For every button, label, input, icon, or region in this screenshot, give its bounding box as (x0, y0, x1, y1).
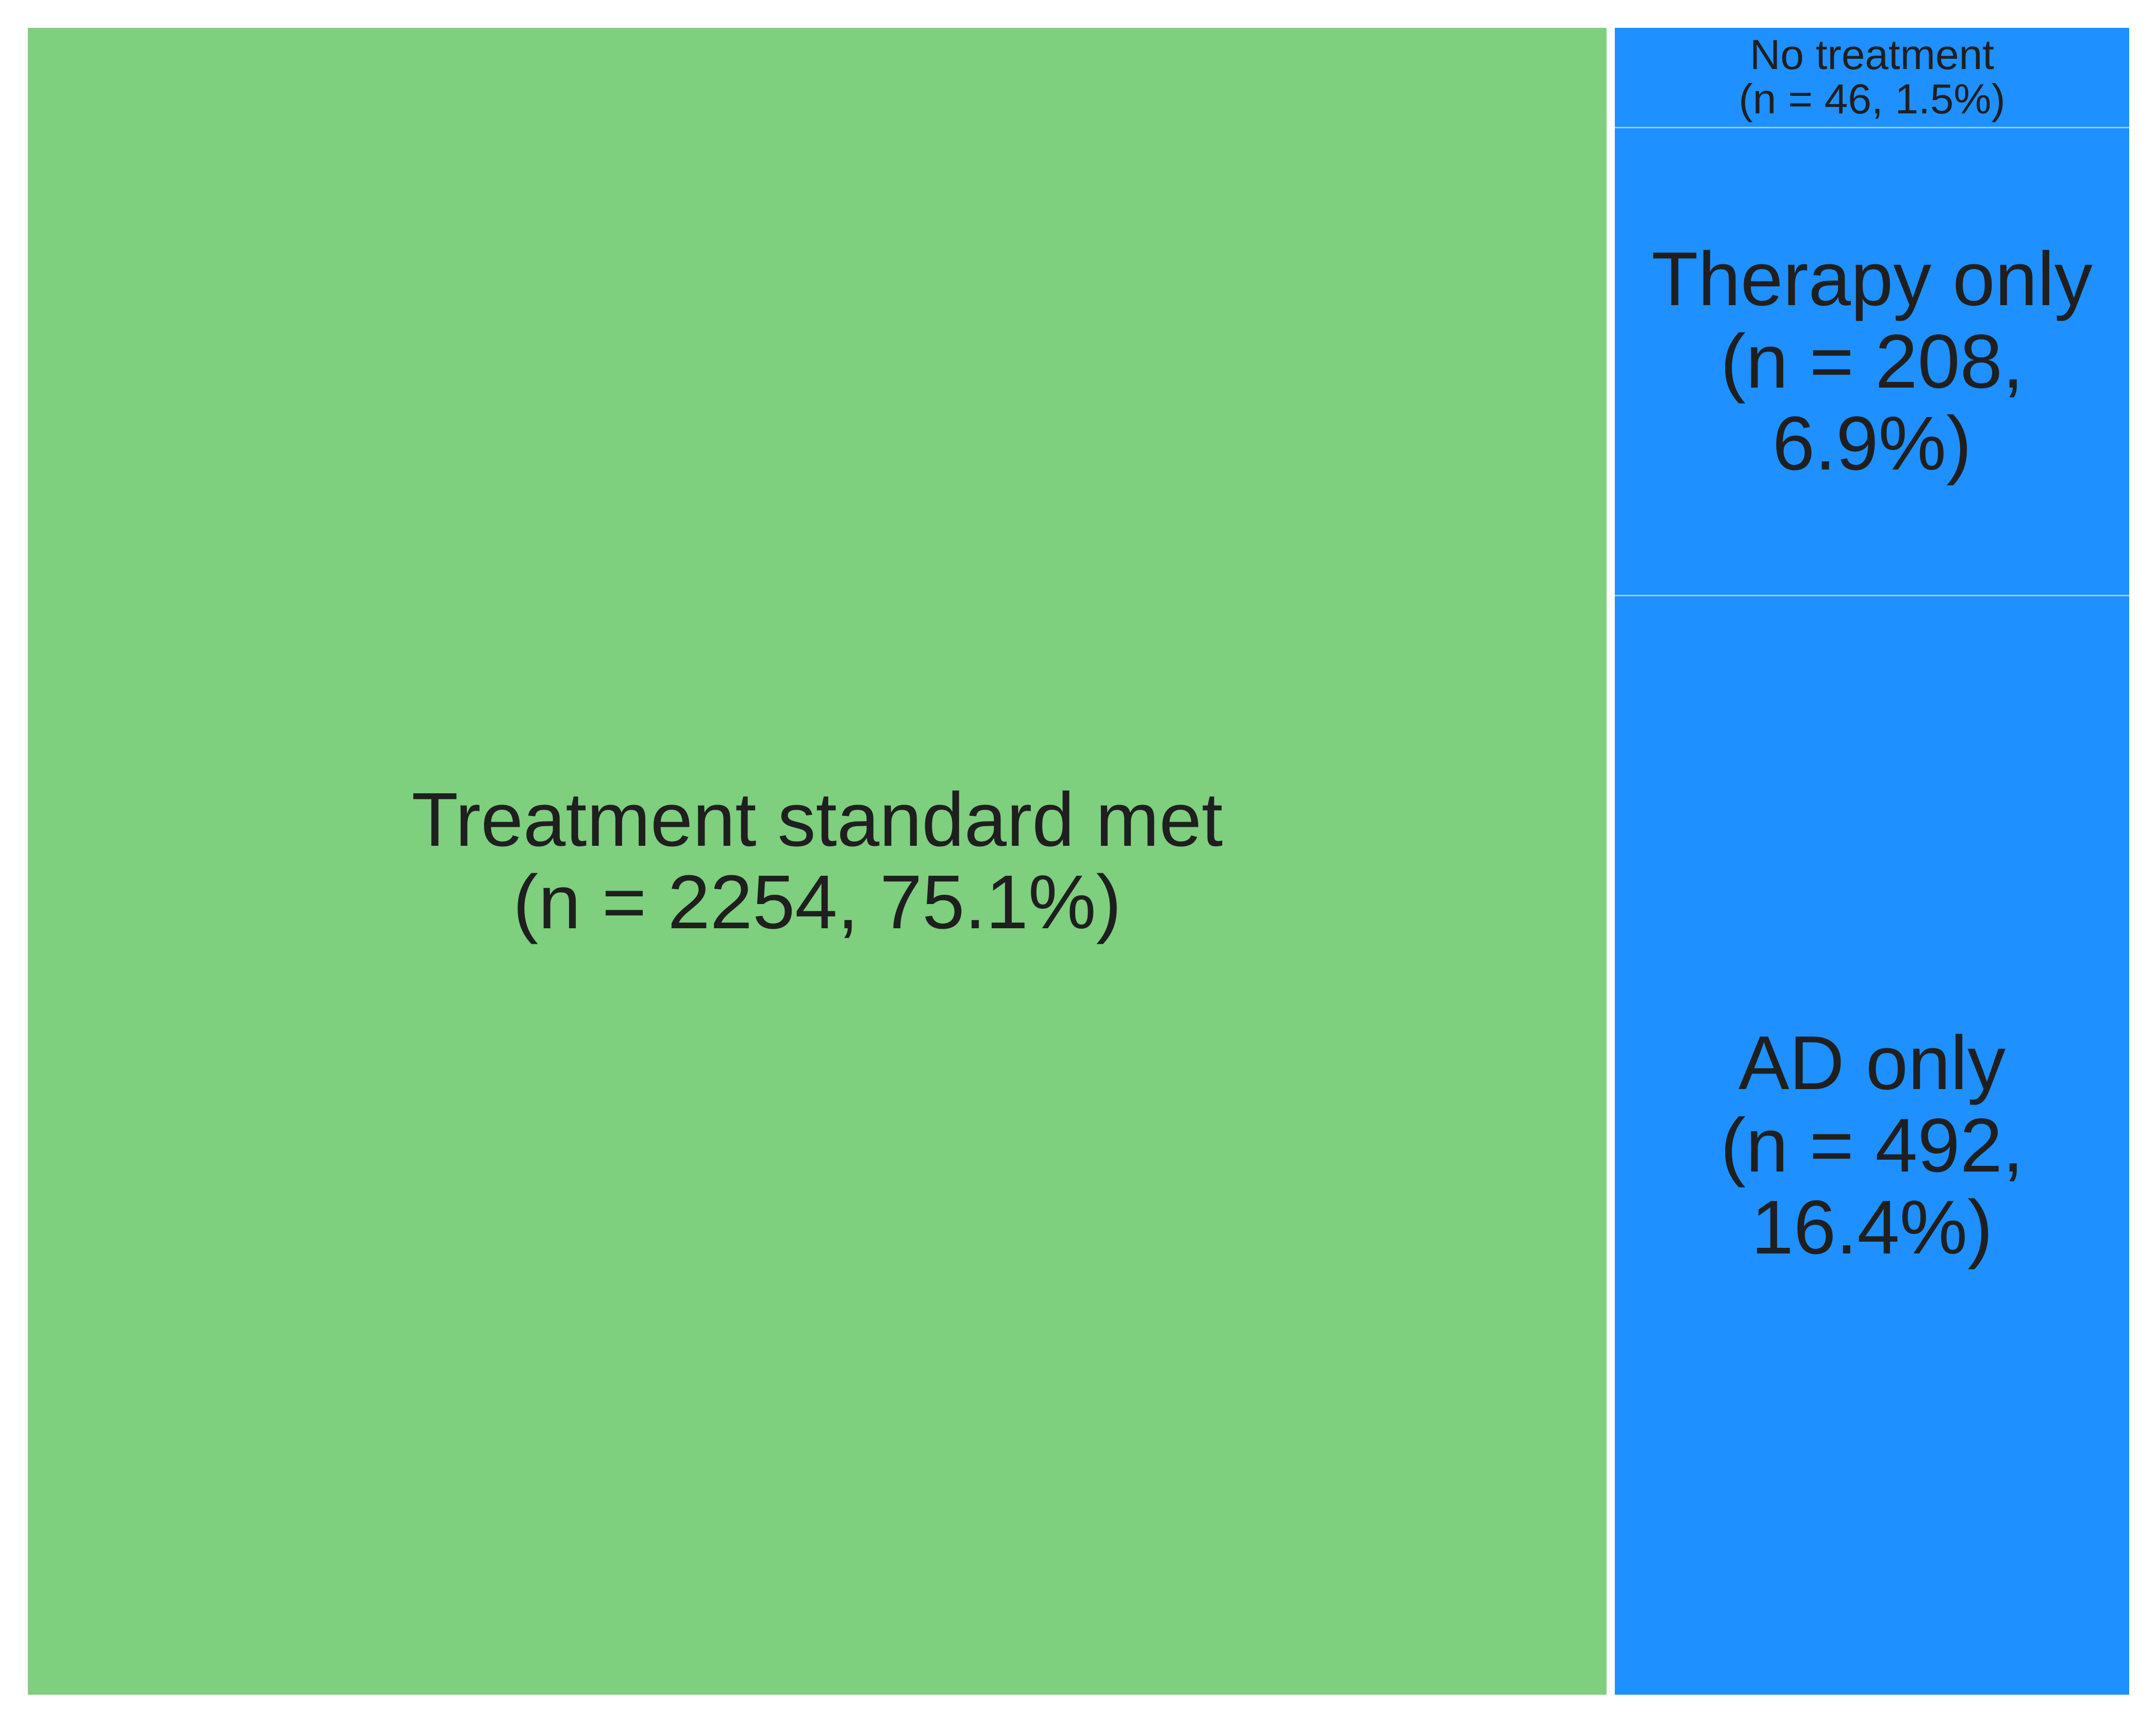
tile-no-treatment: No treatment (n = 46, 1.5%) (1615, 28, 2129, 127)
tile-label-therapy-only: Therapy only (n = 208, 6.9%) (1651, 236, 2093, 487)
tile-therapy-only: Therapy only (n = 208, 6.9%) (1615, 127, 2129, 595)
tile-label-treatment-standard-met: Treatment standard met (n = 2254, 75.1%) (411, 777, 1223, 945)
tile-label-ad-only: AD only (n = 492, 16.4%) (1720, 1020, 2024, 1270)
treemap-right-column: No treatment (n = 46, 1.5%) Therapy only… (1615, 28, 2129, 1695)
tile-treatment-standard-met: Treatment standard met (n = 2254, 75.1%) (28, 28, 1607, 1695)
tile-label-no-treatment: No treatment (n = 46, 1.5%) (1739, 31, 2005, 123)
tile-ad-only: AD only (n = 492, 16.4%) (1615, 595, 2129, 1695)
